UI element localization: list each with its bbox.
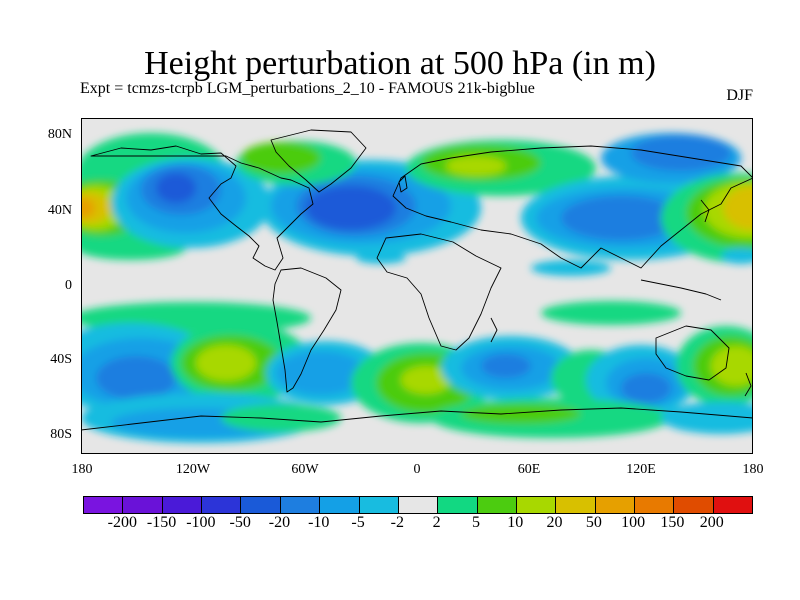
colorbar-tick-label: -100	[186, 514, 216, 531]
coastline-outlines	[81, 129, 753, 431]
colorbar-tick-label: 5	[471, 514, 480, 531]
colorbar-swatch	[713, 497, 753, 513]
lon-label-120w: 120W	[175, 462, 211, 477]
uk-coastline	[398, 175, 408, 193]
colorbar-tick-label: 50	[585, 514, 602, 531]
experiment-subtitle: Expt = tcmzs-tcrpb LGM_perturbations_2_1…	[80, 80, 535, 97]
colorbar	[83, 496, 753, 514]
colorbar-tick-label: 200	[699, 514, 724, 531]
map-border	[81, 118, 753, 454]
antarctica-coastline	[81, 407, 753, 431]
indonesia-coastline	[640, 279, 722, 301]
lon-label-180-west: 180	[71, 462, 93, 477]
africa-coastline	[376, 233, 502, 351]
new-zealand-coastline	[744, 372, 752, 397]
colorbar-swatch	[84, 497, 124, 513]
greenland-coastline	[270, 129, 367, 193]
lat-label-40n: 40N	[47, 203, 72, 218]
colorbar-swatch	[359, 497, 399, 513]
australia-coastline	[655, 325, 730, 381]
colorbar-tick-label: -2	[390, 514, 405, 531]
lat-label-80s: 80S	[50, 427, 72, 442]
lon-label-0: 0	[413, 462, 421, 477]
lat-label-0: 0	[65, 278, 72, 293]
eurasia-coastline	[392, 145, 753, 269]
colorbar-swatch	[162, 497, 203, 513]
colorbar-swatch	[635, 497, 675, 513]
colorbar-swatch	[241, 497, 281, 513]
colorbar-swatch	[595, 497, 636, 513]
colorbar-tick-label: -20	[268, 514, 291, 531]
colorbar-swatch	[202, 497, 242, 513]
colorbar-swatch	[123, 497, 163, 513]
colorbar-tick-label: 100	[621, 514, 646, 531]
colorbar-tick-label: -10	[308, 514, 330, 531]
south-america-coastline	[272, 267, 342, 393]
colorbar-swatch	[556, 497, 596, 513]
lon-label-180-east: 180	[742, 462, 764, 477]
contour-fill-layer	[81, 133, 753, 443]
colorbar-tick-label: -200	[107, 514, 137, 531]
season-label: DJF	[726, 87, 753, 104]
colorbar-tick-label: -50	[229, 514, 251, 531]
colorbar-swatch	[320, 497, 360, 513]
colorbar-tick-label: 2	[432, 514, 441, 531]
height-perturbation-map	[81, 118, 753, 454]
colorbar-swatch	[516, 497, 557, 513]
madagascar-coastline	[490, 317, 498, 343]
plot-title: Height perturbation at 500 hPa (in m)	[144, 45, 656, 82]
north-america-coastline	[90, 145, 314, 271]
japan-coastline	[700, 199, 710, 223]
lon-label-60w: 60W	[291, 462, 319, 477]
lat-label-80n: 80N	[47, 127, 72, 142]
colorbar-tick-label: 150	[660, 514, 685, 531]
colorbar-tick-label: -5	[351, 514, 365, 531]
colorbar-tick-label: 10	[507, 514, 524, 531]
colorbar-swatch	[477, 497, 517, 513]
colorbar-swatch	[674, 497, 714, 513]
colorbar-tick-label: -150	[146, 514, 177, 531]
colorbar-swatch	[398, 497, 439, 513]
lon-label-120e: 120E	[626, 462, 656, 477]
colorbar-swatch	[438, 497, 478, 513]
colorbar-swatch	[280, 497, 321, 513]
lon-label-60e: 60E	[517, 462, 541, 477]
colorbar-tick-label: 20	[546, 514, 563, 531]
lat-label-40s: 40S	[50, 352, 72, 367]
